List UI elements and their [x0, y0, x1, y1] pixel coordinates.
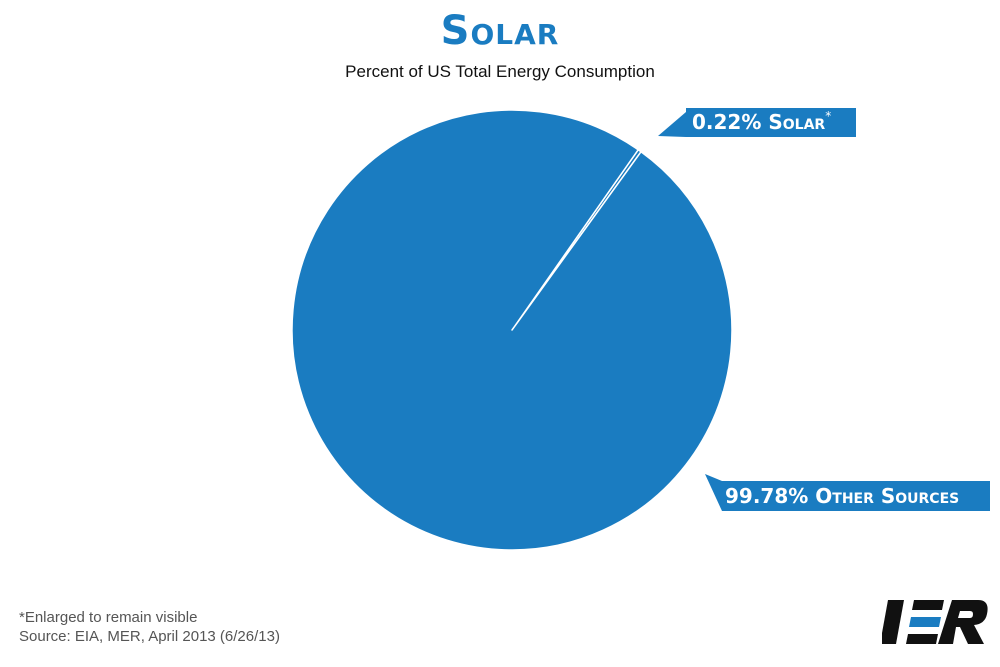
other-callout-tail — [705, 474, 722, 511]
chart-title: Solar — [440, 8, 560, 54]
pie-slice-other-sources — [291, 109, 733, 551]
footnote: *Enlarged to remain visible Source: EIA,… — [19, 608, 280, 646]
source-note: Source: EIA, MER, April 2013 (6/26/13) — [19, 628, 280, 645]
ier-logo — [882, 600, 988, 644]
solar-callout: 0.22% Solar* — [686, 108, 856, 137]
chart-subtitle: Percent of US Total Energy Consumption — [345, 62, 655, 81]
enlarged-note: *Enlarged to remain visible — [19, 609, 198, 626]
other-callout-label: 99.78% Other Sources — [725, 484, 960, 508]
solar-callout-tail — [658, 112, 686, 137]
other-callout: 99.78% Other Sources — [722, 481, 990, 511]
solar-callout-label: 0.22% Solar — [692, 110, 826, 134]
solar-footnote-mark: * — [825, 109, 832, 123]
